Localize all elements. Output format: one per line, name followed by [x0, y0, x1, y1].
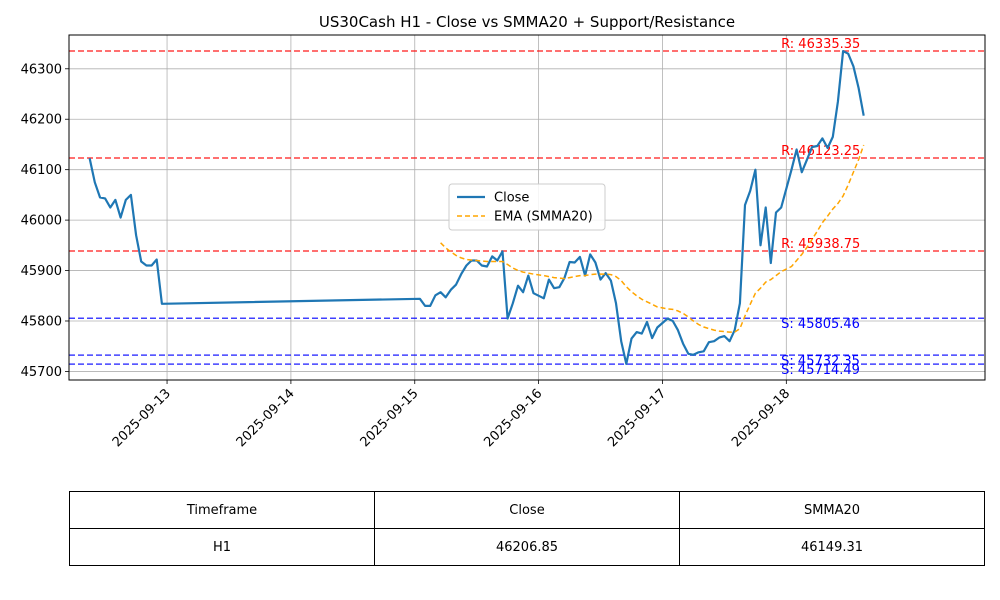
table-header-close: Close	[374, 491, 680, 529]
x-tick-label: 2025-09-16	[481, 386, 545, 450]
price-chart: US30Cash H1 - Close vs SMMA20 + Support/…	[21, 13, 986, 450]
support-resistance-lines: R: 46335.35 R: 46123.25 R: 45938.75 S: 4580…	[69, 37, 985, 378]
y-tick-label: 46200	[21, 113, 62, 128]
x-tick-label: 2025-09-13	[110, 386, 174, 450]
y-tick-label: 46000	[21, 214, 62, 229]
summary-table: Timeframe Close SMMA20 H1 46206.85 46149…	[69, 491, 985, 566]
resistance-label: R: 46335.35	[781, 37, 860, 52]
table-cell-smma20: 46149.31	[679, 528, 985, 566]
table-cell-close: 46206.85	[374, 528, 680, 566]
legend-ema-label: EMA (SMMA20)	[494, 210, 593, 225]
chart-title: US30Cash H1 - Close vs SMMA20 + Support/…	[319, 13, 735, 31]
table-header-timeframe: Timeframe	[69, 491, 375, 529]
close-line	[88, 50, 865, 365]
legend-close-label: Close	[494, 191, 529, 206]
y-tick-label: 45800	[21, 314, 62, 329]
x-tick-label: 2025-09-15	[358, 386, 422, 450]
resistance-label: R: 46123.25	[781, 144, 860, 159]
legend-box	[448, 183, 606, 231]
y-tick-label: 46100	[21, 163, 62, 178]
support-label: S: 45805.46	[781, 317, 860, 332]
x-tick-label: 2025-09-14	[234, 386, 298, 450]
legend: Close EMA (SMMA20)	[448, 183, 606, 231]
y-tick-label: 46300	[21, 62, 62, 77]
table-header-smma20: SMMA20	[679, 491, 985, 529]
resistance-label: R: 45938.75	[781, 237, 860, 252]
ema-line	[440, 144, 865, 333]
y-tick-label: 45900	[21, 264, 62, 279]
plot-frame	[68, 34, 986, 381]
y-tick-label: 45700	[21, 365, 62, 380]
x-tick-label: 2025-09-17	[605, 386, 669, 450]
series-lines	[88, 50, 865, 365]
support-label: S: 45732.35	[781, 354, 860, 369]
table-row: H1 46206.85 46149.31	[69, 528, 985, 566]
x-tick-label: 2025-09-18	[729, 386, 793, 450]
support-label: S: 45714.49	[781, 363, 860, 378]
table-header-row: Timeframe Close SMMA20	[69, 491, 985, 529]
grid-lines	[69, 35, 985, 380]
table-cell-timeframe: H1	[69, 528, 375, 566]
